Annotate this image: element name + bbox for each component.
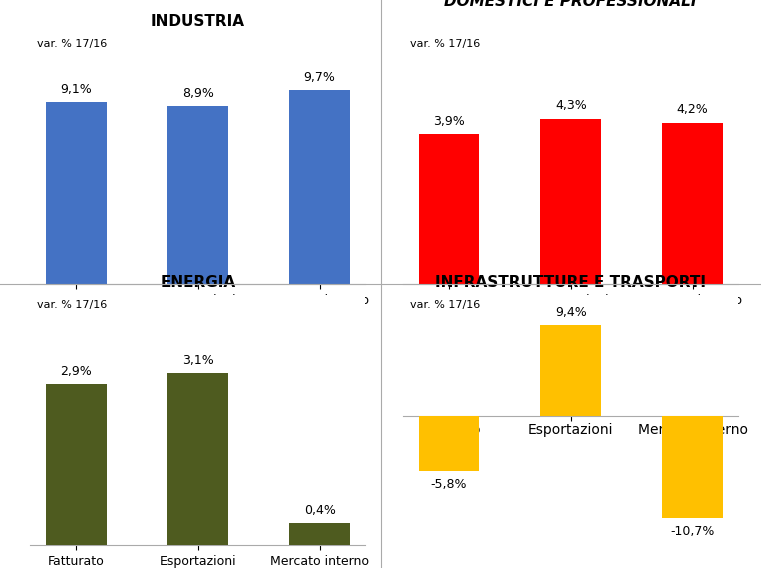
Bar (46, 102, 107, 284)
Text: DOMESTICI E PROFESSIONALI: DOMESTICI E PROFESSIONALI (444, 0, 697, 9)
Text: 9,1%: 9,1% (60, 83, 92, 96)
Text: 8,9%: 8,9% (182, 87, 214, 100)
Bar (289, 523, 350, 545)
Text: 3,9%: 3,9% (433, 115, 465, 128)
Title: ENERGIA: ENERGIA (161, 275, 235, 290)
Bar (419, 134, 479, 284)
Text: 9,7%: 9,7% (304, 71, 336, 84)
Text: 4,3%: 4,3% (555, 99, 587, 112)
Bar (662, 416, 723, 519)
Text: 0,4%: 0,4% (304, 504, 336, 517)
Title: INDUSTRIA: INDUSTRIA (151, 14, 245, 29)
Bar (167, 373, 228, 545)
Bar (540, 325, 601, 416)
Text: 9,4%: 9,4% (555, 306, 587, 319)
Bar (46, 384, 107, 545)
Bar (289, 90, 350, 284)
Title: INFRASTRUTTURE E TRASPORTI: INFRASTRUTTURE E TRASPORTI (435, 275, 706, 290)
Text: -10,7%: -10,7% (670, 525, 715, 538)
Bar (662, 123, 723, 284)
Text: 4,2%: 4,2% (677, 103, 708, 116)
Text: 2,9%: 2,9% (60, 365, 92, 378)
Text: var. % 17/16: var. % 17/16 (37, 39, 107, 49)
Text: 3,1%: 3,1% (182, 354, 214, 367)
Text: var. % 17/16: var. % 17/16 (410, 300, 480, 310)
Bar (167, 106, 228, 284)
Text: -5,8%: -5,8% (431, 478, 467, 491)
Bar (540, 119, 601, 284)
Text: var. % 17/16: var. % 17/16 (37, 300, 107, 310)
Bar (419, 416, 479, 471)
Text: var. % 17/16: var. % 17/16 (410, 39, 480, 49)
